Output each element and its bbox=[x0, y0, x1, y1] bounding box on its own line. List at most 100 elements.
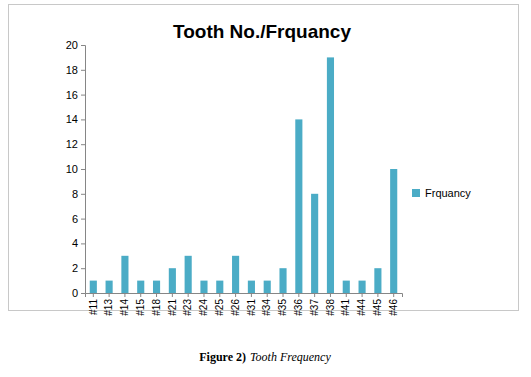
bar bbox=[390, 169, 397, 293]
x-tick-label: #37 bbox=[309, 299, 320, 316]
x-tick: #35 bbox=[277, 293, 288, 316]
y-tick-mark bbox=[81, 268, 85, 269]
legend-swatch bbox=[412, 189, 420, 197]
x-tick: #41 bbox=[340, 293, 351, 316]
x-tick-label: #44 bbox=[356, 299, 367, 316]
x-tick-mark bbox=[314, 293, 315, 297]
x-tick-label: #18 bbox=[151, 299, 162, 316]
legend: Frquancy bbox=[412, 187, 471, 199]
x-tick-label: #15 bbox=[135, 299, 146, 316]
y-tick-mark bbox=[81, 70, 85, 71]
y-tick-mark bbox=[81, 119, 85, 120]
caption-text: Tooth Frequency bbox=[250, 350, 331, 364]
bar bbox=[185, 256, 192, 293]
x-tick-label: #26 bbox=[230, 299, 241, 316]
x-tick-mark bbox=[235, 293, 236, 297]
y-tick: 4 bbox=[72, 237, 85, 249]
x-tick-label: #23 bbox=[182, 299, 193, 316]
bars bbox=[90, 57, 398, 293]
x-tick-label: #38 bbox=[325, 299, 336, 316]
y-tick-label: 4 bbox=[72, 237, 78, 249]
x-tick-mark bbox=[188, 293, 189, 297]
x-tick: #25 bbox=[214, 293, 225, 316]
x-tick-mark bbox=[346, 293, 347, 297]
y-tick-mark bbox=[81, 194, 85, 195]
x-tick: #14 bbox=[119, 293, 130, 316]
y-tick-mark bbox=[81, 243, 85, 244]
x-tick-label: #11 bbox=[88, 299, 99, 315]
x-tick-mark bbox=[93, 293, 94, 297]
bar bbox=[343, 281, 350, 293]
x-tick-label: #31 bbox=[246, 299, 257, 316]
x-tick-mark bbox=[203, 293, 204, 297]
y-tick-label: 2 bbox=[72, 262, 78, 274]
y-tick: 2 bbox=[72, 262, 85, 274]
bar bbox=[137, 281, 144, 293]
x-tick-label: #36 bbox=[293, 299, 304, 316]
y-axis: 0 2 4 6 8 10 12 14 16 18 20 bbox=[66, 39, 86, 299]
bar bbox=[232, 256, 239, 293]
y-tick: 6 bbox=[72, 213, 85, 225]
y-tick: 20 bbox=[66, 39, 85, 51]
y-tick-mark bbox=[81, 219, 85, 220]
bar bbox=[90, 281, 97, 293]
y-tick: 8 bbox=[72, 188, 85, 200]
bar bbox=[153, 281, 160, 293]
x-tick-mark bbox=[140, 293, 141, 297]
x-tick-mark bbox=[267, 293, 268, 297]
x-tick: #11 bbox=[88, 293, 99, 315]
x-tick: #45 bbox=[372, 293, 383, 316]
y-tick: 12 bbox=[66, 138, 85, 150]
x-tick: #46 bbox=[388, 293, 399, 316]
x-tick-mark bbox=[124, 293, 125, 297]
x-tick: #15 bbox=[135, 293, 146, 316]
x-tick: #38 bbox=[325, 293, 336, 316]
bar bbox=[106, 281, 113, 293]
y-tick: 18 bbox=[66, 64, 85, 76]
legend-label: Frquancy bbox=[425, 187, 471, 199]
bar bbox=[374, 268, 381, 293]
y-tick-label: 18 bbox=[66, 64, 78, 76]
bar bbox=[279, 268, 286, 293]
y-tick-mark bbox=[81, 144, 85, 145]
y-tick-label: 8 bbox=[72, 188, 78, 200]
x-tick-label: #41 bbox=[340, 299, 351, 316]
caption-label: Figure 2) bbox=[199, 350, 246, 364]
chart: Tooth No./Frquancy02468101214161820#11#1… bbox=[0, 0, 531, 377]
chart-frame bbox=[9, 5, 519, 311]
y-tick: 14 bbox=[66, 113, 85, 125]
x-tick-label: #25 bbox=[214, 299, 225, 316]
bar bbox=[121, 256, 128, 293]
bar bbox=[200, 281, 207, 293]
bar bbox=[216, 281, 223, 293]
y-tick-label: 14 bbox=[66, 113, 78, 125]
title: Tooth No./Frquancy bbox=[173, 21, 351, 42]
x-tick-label: #34 bbox=[261, 299, 272, 316]
x-tick-label: #21 bbox=[167, 299, 178, 316]
y-tick-label: 20 bbox=[66, 39, 78, 51]
x-tick: #37 bbox=[309, 293, 320, 316]
x-tick-label: #14 bbox=[119, 299, 130, 316]
x-tick: #24 bbox=[198, 293, 209, 316]
y-axis-line bbox=[81, 46, 86, 294]
y-tick-label: 12 bbox=[66, 138, 78, 150]
bar bbox=[248, 281, 255, 293]
bar bbox=[359, 281, 366, 293]
x-tick: #34 bbox=[261, 293, 272, 316]
x-tick: #18 bbox=[151, 293, 162, 316]
x-tick-label: #35 bbox=[277, 299, 288, 316]
x-tick: #23 bbox=[182, 293, 193, 316]
caption: Figure 2) Tooth Frequency bbox=[199, 350, 331, 364]
y-tick-label: 10 bbox=[66, 163, 78, 175]
y-tick-label: 0 bbox=[72, 287, 78, 299]
x-tick: #31 bbox=[246, 293, 257, 316]
y-tick-mark bbox=[81, 45, 85, 46]
y-tick-mark bbox=[81, 95, 85, 96]
x-tick: #44 bbox=[356, 293, 367, 316]
x-tick: #13 bbox=[103, 293, 114, 316]
y-tick-label: 6 bbox=[72, 213, 78, 225]
y-tick: 16 bbox=[66, 89, 85, 101]
x-axis: #11 #13 #14 #15 #18 #21 #23 #24 #25 #26 #31 #34 #35 #… bbox=[86, 293, 403, 316]
x-tick-label: #46 bbox=[388, 299, 399, 316]
y-tick-label: 16 bbox=[66, 89, 78, 101]
